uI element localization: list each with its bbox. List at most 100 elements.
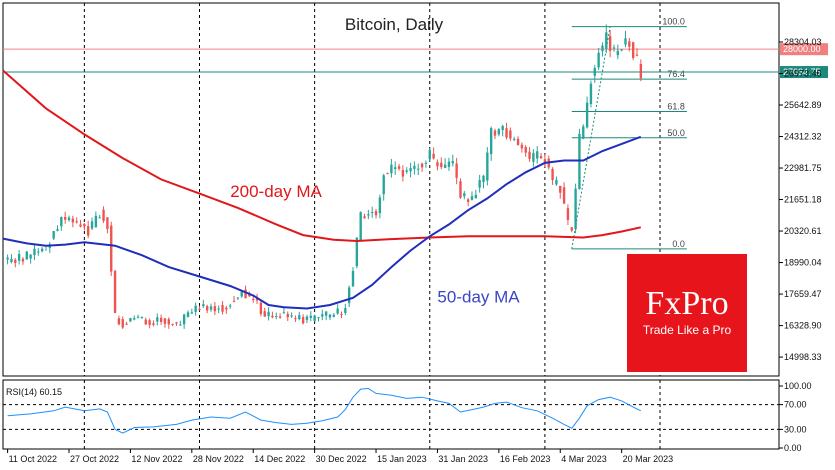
candle-down — [520, 144, 524, 149]
candle-up — [67, 217, 71, 220]
candle-up — [359, 212, 362, 242]
rsi-line — [7, 387, 642, 434]
candle-down — [148, 320, 151, 326]
price-tick-label: 21651.18 — [784, 195, 822, 205]
candle-up — [194, 305, 197, 312]
candle-up — [532, 152, 535, 162]
candle-down — [263, 311, 266, 317]
candle-up — [328, 314, 332, 318]
candle-down — [436, 162, 439, 167]
rsi-tick-label: 0.00 — [784, 443, 802, 453]
price-tick-label: 26973.46 — [784, 68, 822, 78]
candle-down — [117, 318, 121, 325]
candle-up — [98, 217, 101, 219]
candle-up — [616, 50, 620, 56]
candle-down — [509, 130, 512, 139]
candle-down — [608, 36, 612, 51]
candle-up — [33, 248, 36, 256]
candle-up — [405, 170, 408, 172]
time-tick-label: 31 Jan 2023 — [438, 454, 488, 464]
candle-down — [420, 163, 424, 168]
candle-down — [113, 270, 117, 313]
candle-down — [286, 313, 289, 318]
candle-down — [255, 298, 259, 301]
candle-up — [313, 315, 316, 321]
candle-up — [202, 304, 205, 307]
time-tick-label: 4 Mar 2023 — [561, 454, 607, 464]
candle-up — [513, 138, 516, 140]
candle-down — [528, 151, 531, 159]
candle-up — [409, 168, 412, 172]
candle-up — [593, 67, 596, 76]
chart-title: Bitcoin, Daily — [345, 15, 444, 34]
logo-background — [627, 254, 747, 372]
candle-up — [574, 188, 577, 230]
candle-up — [129, 318, 132, 322]
price-panel-frame — [2, 2, 780, 377]
time-tick-label: 14 Dec 2022 — [254, 454, 305, 464]
candle-up — [229, 305, 232, 307]
candle-up — [290, 315, 293, 317]
candle-up — [413, 165, 416, 169]
candle-up — [29, 254, 32, 259]
candle-up — [56, 229, 59, 231]
candle-down — [363, 216, 366, 219]
candle-down — [159, 317, 163, 322]
candle-down — [244, 289, 247, 299]
candle-up — [451, 161, 454, 164]
fib-level-label: 0.0 — [672, 239, 685, 249]
candle-down — [259, 302, 263, 315]
candle-down — [75, 221, 78, 223]
candle-up — [305, 316, 309, 320]
candle-down — [205, 306, 209, 311]
candle-up — [417, 168, 420, 170]
candle-up — [52, 231, 55, 239]
candle-down — [248, 294, 251, 297]
candle-down — [171, 323, 174, 325]
candle-up — [620, 49, 623, 51]
candle-down — [144, 319, 147, 325]
fib-level-label: 50.0 — [667, 128, 685, 138]
price-tick-label: 20320.61 — [784, 226, 822, 236]
time-tick-label: 27 Oct 2022 — [70, 454, 119, 464]
logo-brand: FxPro — [645, 285, 728, 322]
candle-down — [121, 319, 124, 328]
candle-down — [14, 259, 17, 264]
candle-up — [60, 217, 63, 227]
candle-up — [428, 150, 431, 160]
grid-layer — [83, 3, 661, 449]
candle-up — [624, 38, 627, 45]
candle-down — [466, 199, 470, 202]
candle-down — [551, 168, 554, 181]
time-tick-label: 16 Feb 2023 — [500, 454, 551, 464]
time-tick-label: 20 Mar 2023 — [623, 454, 674, 464]
candle-up — [367, 214, 370, 216]
candle-down — [639, 63, 643, 79]
candle-up — [601, 45, 604, 52]
candle-up — [25, 251, 28, 260]
candle-down — [543, 159, 547, 165]
candle-down — [455, 163, 458, 178]
candle-up — [136, 316, 140, 318]
time-tick-label: 15 Jan 2023 — [377, 454, 427, 464]
candle-up — [336, 308, 339, 314]
price-level-layer: 28000.00 27034.75 — [3, 43, 828, 79]
candle-up — [489, 128, 493, 155]
candle-down — [221, 305, 224, 312]
candle-up — [40, 248, 44, 252]
ma-50-line — [2, 135, 642, 310]
candle-down — [232, 300, 236, 302]
candle-up — [94, 215, 98, 228]
rsi-indicator-label: RSI(14) 60.15 — [6, 387, 62, 397]
candle-up — [324, 311, 328, 316]
candle-up — [240, 291, 243, 297]
candle-down — [386, 173, 389, 175]
candle-up — [236, 297, 240, 299]
candle-down — [340, 313, 343, 315]
rsi-tick-label: 30.00 — [784, 424, 807, 434]
candle-up — [585, 102, 589, 128]
candle-up — [6, 257, 9, 260]
candle-down — [635, 54, 639, 56]
logo-tagline: Trade Like a Pro — [643, 323, 732, 337]
candle-up — [482, 175, 485, 183]
